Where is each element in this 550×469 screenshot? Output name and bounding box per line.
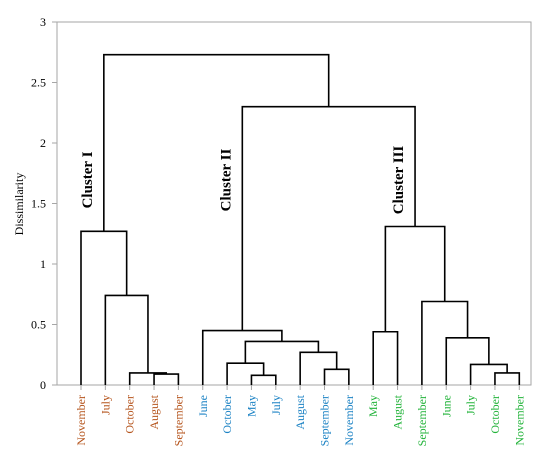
leaf-labels: November July October August September June Oc…: [74, 385, 526, 446]
cluster-label: Cluster I: [80, 151, 96, 208]
dendrogram-link: [80, 230, 128, 385]
leaf-label: May: [366, 395, 380, 417]
y-axis-title: Dissimilarity: [12, 173, 26, 236]
cluster-labels: Cluster I Cluster II Cluster III: [80, 146, 407, 215]
y-tick-label: 1.5: [31, 197, 46, 211]
y-tick-label: 0.5: [31, 318, 46, 332]
dendrogram-link: [445, 337, 490, 385]
dendrogram-links: [80, 53, 521, 385]
leaf-label: September: [171, 395, 185, 446]
leaf-label: July: [98, 395, 112, 415]
leaf-label: November: [74, 395, 88, 446]
dendrogram-link: [104, 294, 149, 385]
leaf-label: October: [123, 395, 137, 434]
leaf-label: July: [269, 395, 283, 415]
y-tick-label: 3: [40, 15, 46, 29]
y-axis: 0 0.5 1 1.5 2 2.5 3: [31, 15, 57, 392]
leaf-label: September: [318, 395, 332, 446]
dendrogram-link: [201, 329, 283, 385]
leaf-label: May: [244, 395, 258, 417]
leaf-label: August: [147, 394, 161, 429]
dendrogram-link: [384, 225, 446, 332]
y-tick-label: 2.5: [31, 76, 46, 90]
dendrogram-link: [469, 363, 508, 385]
cluster-label: Cluster II: [218, 149, 234, 212]
leaf-label: September: [415, 395, 429, 446]
dendrogram-link: [226, 362, 265, 385]
y-tick-label: 1: [40, 257, 46, 271]
dendrogram-link: [372, 330, 399, 385]
dendrogram-link: [421, 300, 469, 385]
cluster-label: Cluster III: [391, 146, 407, 215]
plot-frame: [56, 21, 532, 386]
leaf-label: October: [220, 395, 234, 434]
dendrogram-link: [153, 373, 180, 385]
leaf-label: June: [196, 395, 210, 417]
dendrogram-link: [323, 368, 350, 385]
leaf-label: June: [439, 395, 453, 417]
leaf-label: November: [342, 395, 356, 446]
leaf-label: July: [464, 395, 478, 415]
dendrogram-link: [241, 105, 416, 331]
dendrogram-link: [494, 372, 521, 385]
leaf-label: November: [512, 395, 526, 446]
dendrogram-link: [250, 374, 277, 385]
leaf-label: August: [391, 394, 405, 429]
leaf-label: October: [488, 395, 502, 434]
y-tick-label: 2: [40, 136, 46, 150]
dendrogram-link: [103, 53, 330, 232]
y-tick-label: 0: [40, 378, 46, 392]
leaf-label: August: [293, 394, 307, 429]
